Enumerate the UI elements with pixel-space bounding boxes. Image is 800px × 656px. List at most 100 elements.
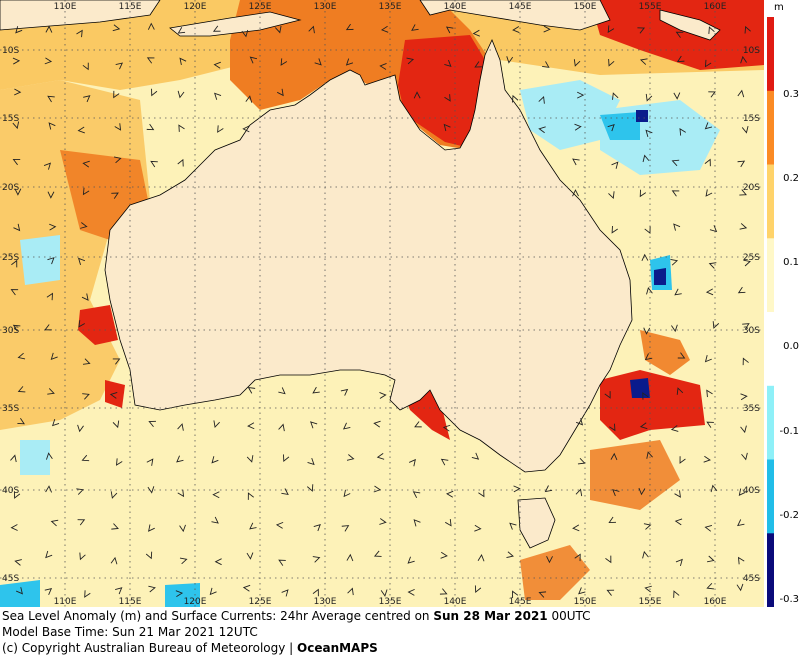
current-arrow	[572, 158, 580, 166]
legend-tick-labels: 0.3 0.2 0.1 0.0 -0.1 -0.2 -0.3	[779, 89, 799, 605]
current-arrow	[704, 355, 712, 363]
current-arrow	[509, 522, 517, 530]
current-arrow	[148, 585, 156, 593]
current-arrow	[242, 125, 250, 133]
current-arrow	[312, 386, 320, 394]
lat-label-left: 35S	[2, 404, 19, 414]
current-arrow	[241, 29, 249, 38]
current-arrow	[413, 91, 421, 99]
current-arrow	[705, 189, 713, 197]
current-arrow	[242, 584, 251, 592]
lon-label-bottom: 110E	[54, 597, 77, 607]
current-arrow	[77, 519, 86, 526]
current-arrow	[643, 523, 652, 530]
current-arrow	[543, 25, 551, 33]
current-arrow	[280, 58, 288, 66]
current-arrow	[477, 554, 485, 562]
lat-label-left: 30S	[2, 326, 19, 336]
current-arrow	[512, 590, 519, 599]
current-arrow	[308, 25, 315, 34]
current-arrow	[474, 61, 482, 68]
legend-color-bands	[767, 17, 774, 607]
current-arrow	[346, 553, 354, 562]
lon-label-top: 135E	[379, 2, 402, 12]
current-arrow	[641, 253, 649, 261]
current-arrow	[213, 420, 220, 429]
current-arrow	[211, 456, 219, 464]
lat-label-right: 30S	[743, 326, 760, 336]
current-arrow	[79, 552, 86, 561]
current-arrow	[47, 191, 55, 199]
current-arrow	[703, 455, 711, 463]
current-arrow	[81, 293, 89, 301]
legend-band	[767, 90, 774, 166]
current-arrow	[313, 523, 321, 532]
current-arrow	[214, 558, 222, 566]
caption-base-time: Model Base Time: Sun 21 Mar 2021 12UTC	[2, 625, 258, 639]
current-arrow	[607, 25, 615, 33]
current-arrow	[740, 55, 747, 64]
current-arrow	[445, 26, 454, 34]
current-arrow	[78, 320, 85, 328]
current-arrow	[373, 550, 382, 557]
current-arrow	[506, 551, 514, 559]
anomaly-tasman-navy	[630, 378, 650, 398]
current-arrow	[679, 128, 686, 136]
legend-band	[767, 385, 774, 461]
lat-label-left: 45S	[2, 574, 19, 584]
current-arrow	[306, 484, 314, 492]
java-islands	[0, 0, 161, 31]
anomaly-south-blue	[0, 580, 40, 607]
current-arrow	[708, 91, 716, 98]
current-arrow	[213, 61, 221, 69]
current-arrow	[572, 524, 580, 532]
current-arrow	[737, 286, 746, 294]
current-arrow	[611, 161, 619, 169]
current-arrow	[414, 421, 422, 428]
lon-label-bottom: 160E	[704, 597, 727, 607]
lon-label-top: 140E	[444, 2, 467, 12]
current-arrow	[11, 259, 18, 268]
legend-band	[767, 17, 774, 92]
current-arrow	[12, 324, 21, 332]
current-arrow	[177, 158, 184, 167]
current-arrow	[578, 587, 586, 595]
current-arrow	[674, 490, 681, 498]
current-arrow	[146, 123, 155, 131]
current-arrow	[474, 524, 482, 532]
current-arrow	[47, 95, 55, 103]
current-arrow	[177, 423, 184, 431]
current-arrow	[147, 486, 155, 494]
current-arrow	[175, 590, 184, 598]
current-arrow	[413, 519, 421, 527]
current-arrow	[608, 516, 616, 524]
latitude-labels-right: 10S 15S 20S 25S 30S 35S 40S 45S	[743, 46, 760, 584]
current-arrow	[76, 488, 84, 495]
current-arrow	[13, 223, 21, 232]
current-arrow	[574, 553, 581, 562]
current-arrow	[50, 352, 58, 361]
lat-label-left: 40S	[2, 486, 19, 496]
current-arrow	[12, 57, 21, 65]
current-arrow	[642, 550, 649, 559]
lon-label-bottom: 145E	[509, 597, 532, 607]
legend-unit: m	[774, 2, 784, 13]
anomaly-east-navy	[636, 110, 648, 122]
caption-title-suffix: 00UTC	[547, 609, 591, 623]
current-arrow	[214, 92, 222, 100]
current-arrow	[673, 590, 680, 598]
current-arrow	[676, 55, 685, 63]
current-arrow	[341, 525, 350, 532]
current-arrow	[538, 591, 547, 598]
lon-label-top: 115E	[119, 2, 142, 12]
current-arrow	[474, 585, 482, 594]
legend-band	[767, 459, 774, 534]
anomaly-west-red2	[105, 380, 125, 408]
legend-tick: 0.3	[783, 89, 799, 100]
current-arrow	[46, 292, 54, 301]
current-arrow	[572, 189, 579, 197]
current-arrow	[407, 588, 415, 596]
anomaly-west-red	[78, 305, 118, 345]
current-arrow	[340, 388, 349, 396]
legend-band	[767, 164, 774, 239]
